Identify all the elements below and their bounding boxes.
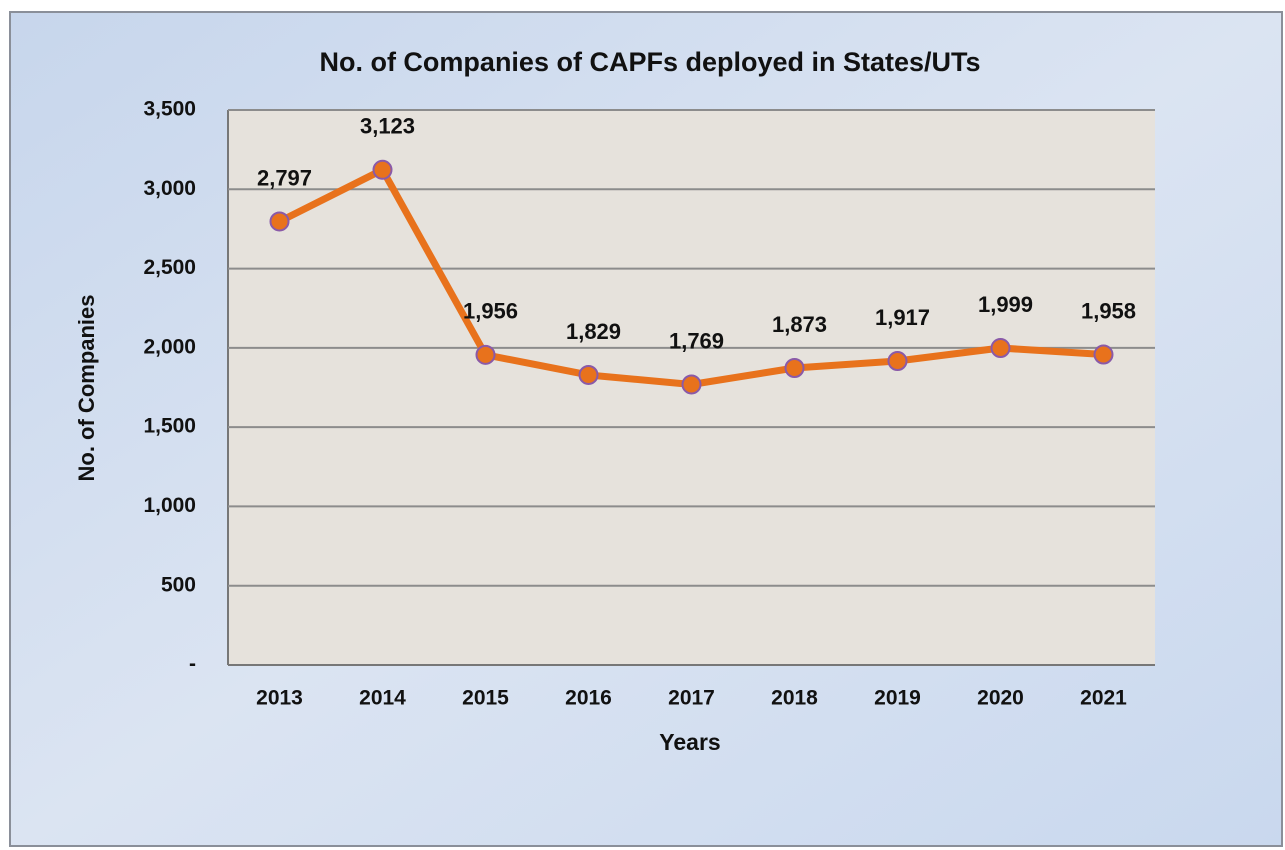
- y-tick-label: 1,000: [143, 494, 196, 517]
- x-tick-label: 2013: [256, 687, 303, 710]
- x-tick-label: 2016: [565, 687, 612, 710]
- data-label: 1,999: [978, 292, 1033, 317]
- y-tick-label: 2,000: [143, 335, 196, 358]
- x-tick-label: 2017: [668, 687, 715, 710]
- chart-title: No. of Companies of CAPFs deployed in St…: [319, 47, 980, 77]
- data-label: 1,769: [669, 328, 724, 353]
- x-tick-label: 2015: [462, 687, 509, 710]
- y-tick-label: 1,500: [143, 415, 196, 438]
- y-tick-label: 3,500: [143, 98, 196, 121]
- data-label: 2,797: [257, 165, 312, 190]
- x-tick-label: 2021: [1080, 687, 1127, 710]
- data-label: 1,917: [875, 305, 930, 330]
- x-tick-label: 2018: [771, 687, 818, 710]
- marker: [1093, 344, 1114, 365]
- marker: [269, 211, 290, 232]
- marker: [784, 357, 805, 378]
- x-tick-label: 2014: [359, 687, 406, 710]
- data-label: 3,123: [360, 114, 415, 139]
- y-tick-label: 500: [161, 573, 196, 596]
- data-label: 1,829: [566, 319, 621, 344]
- x-axis-title: Years: [659, 729, 720, 755]
- x-tick-label: 2019: [874, 687, 921, 710]
- data-label: 1,958: [1081, 298, 1136, 323]
- marker: [578, 364, 599, 385]
- marker: [681, 374, 702, 395]
- marker: [372, 159, 393, 180]
- y-axis-title: No. of Companies: [74, 294, 99, 481]
- marker: [475, 344, 496, 365]
- y-tick-label: 3,000: [143, 177, 196, 200]
- data-label: 1,873: [772, 312, 827, 337]
- marker: [887, 351, 908, 372]
- data-label: 1,956: [463, 299, 518, 324]
- x-tick-label: 2020: [977, 687, 1024, 710]
- y-tick-label: 2,500: [143, 256, 196, 279]
- y-tick-label: -: [189, 653, 196, 676]
- marker: [990, 338, 1011, 359]
